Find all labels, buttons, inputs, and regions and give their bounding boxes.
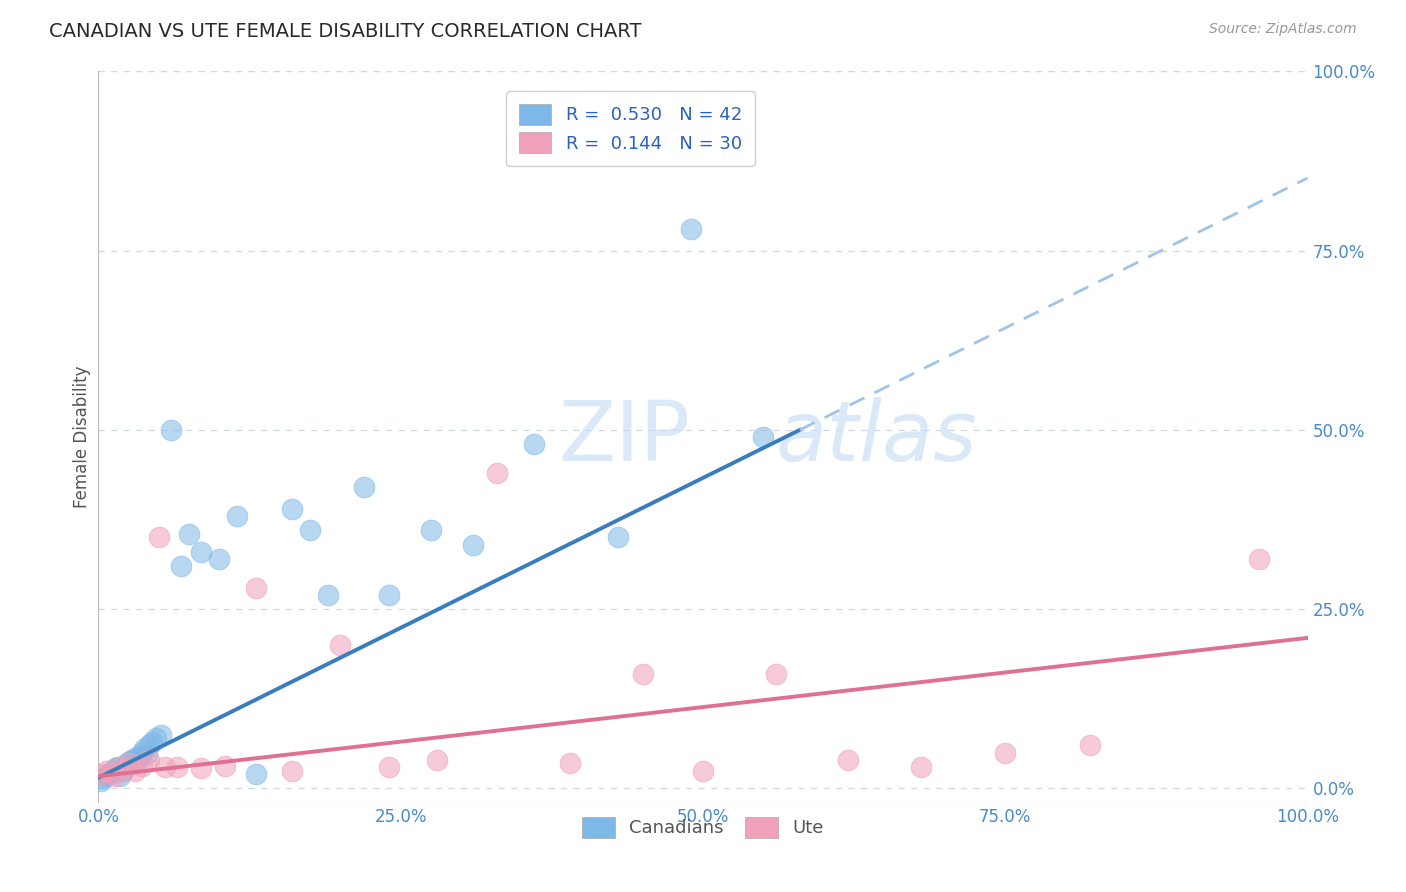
Point <box>148 531 170 545</box>
Point <box>558 756 581 771</box>
Point <box>486 466 509 480</box>
Point <box>281 764 304 778</box>
Point <box>353 480 375 494</box>
Legend: Canadians, Ute: Canadians, Ute <box>575 810 831 845</box>
Point <box>94 768 117 782</box>
Point <box>124 751 146 765</box>
Point <box>153 760 176 774</box>
Point <box>765 666 787 681</box>
Point <box>108 768 131 782</box>
Point <box>426 753 449 767</box>
Point <box>117 756 139 771</box>
Point <box>131 758 153 772</box>
Point <box>631 666 654 681</box>
Point <box>94 764 117 778</box>
Point <box>692 764 714 778</box>
Point <box>100 765 122 780</box>
Point <box>420 524 443 538</box>
Point <box>91 771 114 785</box>
Point <box>169 559 191 574</box>
Point <box>127 753 149 767</box>
Point <box>104 761 127 775</box>
Point <box>97 767 120 781</box>
Point <box>160 423 183 437</box>
Point <box>607 531 630 545</box>
Point <box>316 588 339 602</box>
Point <box>108 760 131 774</box>
Point <box>131 746 153 760</box>
Point <box>208 552 231 566</box>
Point <box>145 731 167 746</box>
Point <box>1078 739 1101 753</box>
Point <box>128 749 150 764</box>
Point <box>329 638 352 652</box>
Point <box>245 767 267 781</box>
Point <box>190 545 212 559</box>
Point <box>679 222 702 236</box>
Point <box>1249 552 1271 566</box>
Point <box>90 774 112 789</box>
Point <box>166 760 188 774</box>
Text: CANADIAN VS UTE FEMALE DISABILITY CORRELATION CHART: CANADIAN VS UTE FEMALE DISABILITY CORREL… <box>49 22 641 41</box>
Point <box>138 739 160 753</box>
Point <box>91 767 114 781</box>
Point <box>111 764 134 778</box>
Point <box>101 764 124 778</box>
Point <box>910 760 932 774</box>
Point <box>299 524 322 538</box>
Y-axis label: Female Disability: Female Disability <box>73 366 91 508</box>
Point <box>100 765 122 780</box>
Point <box>179 527 201 541</box>
Point <box>226 508 249 523</box>
Point <box>114 760 136 774</box>
Point <box>377 760 399 774</box>
Point <box>104 768 127 782</box>
Point <box>121 753 143 767</box>
Point <box>135 747 157 761</box>
Point <box>107 760 129 774</box>
Point <box>837 753 859 767</box>
Point <box>994 746 1017 760</box>
Text: atlas: atlas <box>776 397 977 477</box>
Text: ZIP: ZIP <box>558 397 690 477</box>
Point <box>138 753 160 767</box>
Point <box>114 761 136 775</box>
Point <box>752 430 775 444</box>
Point <box>124 764 146 778</box>
Point <box>150 728 173 742</box>
Point <box>141 735 163 749</box>
Point <box>214 758 236 772</box>
Point <box>118 754 141 768</box>
Point <box>245 581 267 595</box>
Point <box>463 538 485 552</box>
Point <box>523 437 546 451</box>
Text: Source: ZipAtlas.com: Source: ZipAtlas.com <box>1209 22 1357 37</box>
Point <box>190 761 212 775</box>
Point <box>281 501 304 516</box>
Point <box>118 756 141 771</box>
Point <box>134 742 156 756</box>
Point <box>377 588 399 602</box>
